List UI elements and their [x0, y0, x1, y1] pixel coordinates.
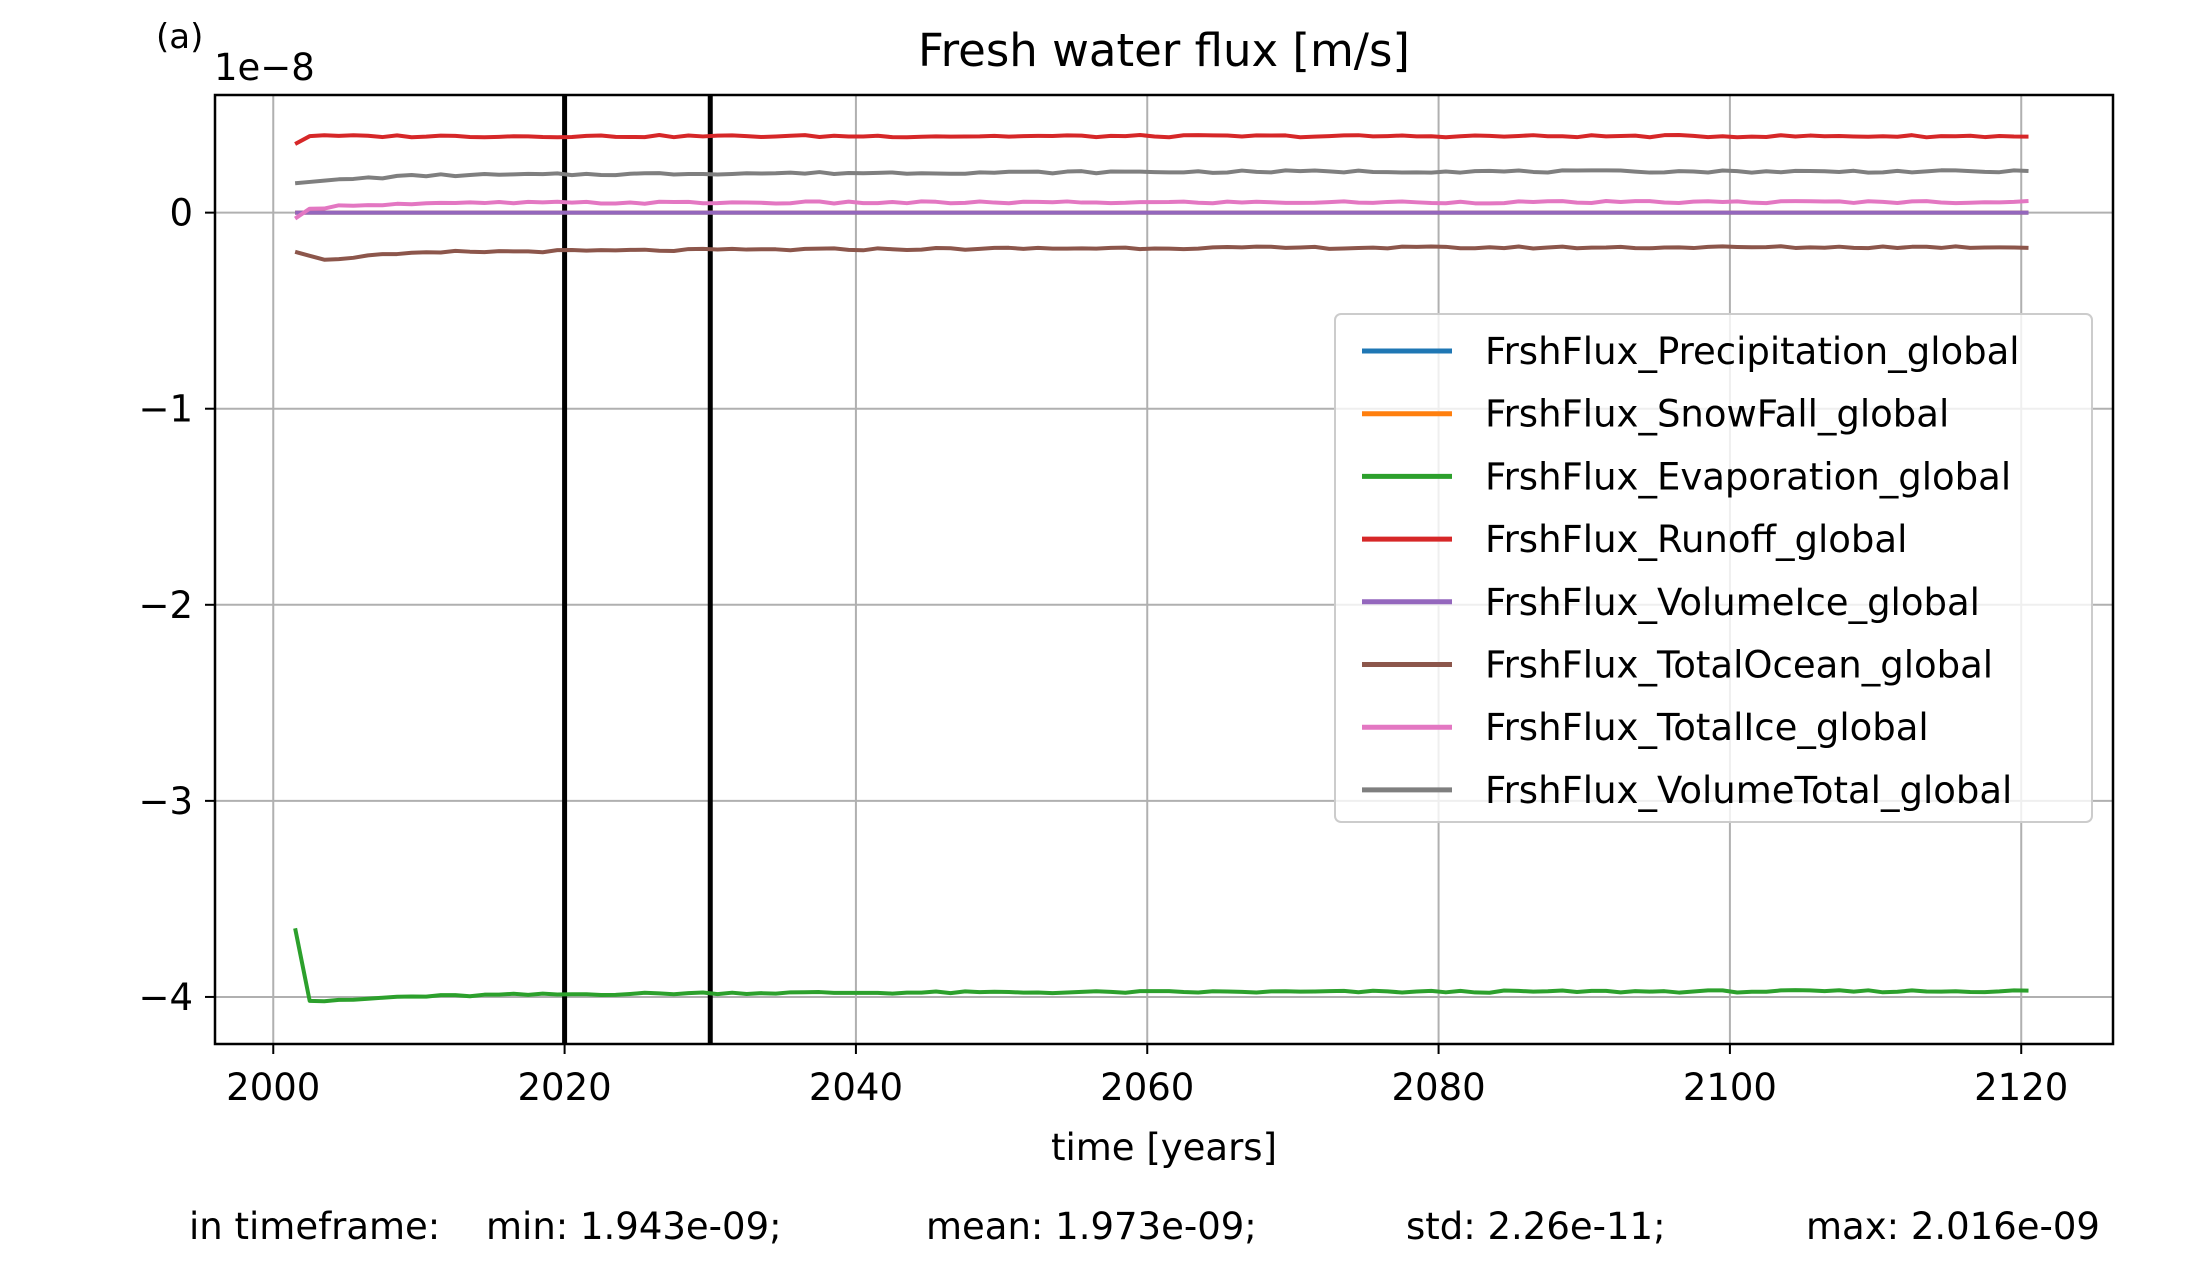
series-line-FrshFlux_TotalOcean_global	[294, 244, 2029, 262]
x-axis-label: time [years]	[1051, 1126, 1277, 1169]
x-tick-label: 2060	[1100, 1066, 1194, 1109]
chart-title: Fresh water flux [m/s]	[918, 24, 1410, 77]
y-tick-label: −3	[138, 780, 193, 823]
legend-label: FrshFlux_Precipitation_global	[1485, 330, 2020, 373]
stats-mean: mean: 1.973e-09;	[926, 1205, 1257, 1248]
x-tick-label: 2080	[1391, 1066, 1485, 1109]
y-offset-label: 1e−8	[214, 46, 315, 89]
legend-items: FrshFlux_Precipitation_global FrshFlux_Sn…	[1362, 330, 2020, 812]
legend: FrshFlux_Precipitation_global FrshFlux_Sn…	[1334, 313, 2093, 823]
x-tick-label: 2040	[809, 1066, 903, 1109]
stats-max: max: 2.016e-09	[1806, 1205, 2100, 1248]
stats-min: min: 1.943e-09;	[486, 1205, 782, 1248]
series-layer	[293, 133, 2029, 1004]
legend-label: FrshFlux_Runoff_global	[1485, 518, 1907, 561]
stats-line: in timeframe: min: 1.943e-09; mean: 1.97…	[0, 1205, 2196, 1255]
y-tick-label: −4	[138, 976, 193, 1019]
y-tick-label: 0	[169, 192, 193, 235]
plot-frame	[213, 93, 2115, 1046]
x-tick-label: 2000	[226, 1066, 320, 1109]
legend-label: FrshFlux_SnowFall_global	[1485, 393, 1949, 436]
panel-label: (a)	[156, 17, 203, 57]
stats-std: std: 2.26e-11;	[1406, 1205, 1666, 1248]
y-tick-label: −2	[138, 584, 193, 627]
vline-layer	[562, 95, 713, 1044]
stats-prefix: in timeframe:	[189, 1205, 441, 1248]
x-tick-label: 2100	[1683, 1066, 1777, 1109]
x-tick-label: 2020	[518, 1066, 612, 1109]
y-axis-ticks: 0 −1 −2 −3 −4	[138, 192, 215, 1019]
legend-label: FrshFlux_VolumeIce_global	[1485, 581, 1980, 624]
series-line-FrshFlux_Runoff_global	[294, 133, 2029, 146]
series-line-FrshFlux_Evaporation_global	[293, 927, 2029, 1004]
legend-label: FrshFlux_Evaporation_global	[1485, 455, 2011, 498]
y-tick-label: −1	[138, 388, 193, 431]
legend-label: FrshFlux_TotalOcean_global	[1485, 644, 1993, 687]
x-axis-ticks: 2000 2020 2040 2060 2080 2100 2120	[226, 1044, 2068, 1109]
x-tick-label: 2120	[1974, 1066, 2068, 1109]
series-line-FrshFlux_VolumeTotal_global	[294, 168, 2029, 186]
series-line-FrshFlux_TotalIce_global	[294, 198, 2029, 221]
legend-label: FrshFlux_TotalIce_global	[1485, 706, 1929, 749]
legend-label: FrshFlux_VolumeTotal_global	[1485, 769, 2012, 812]
legend-box	[1334, 313, 2093, 823]
